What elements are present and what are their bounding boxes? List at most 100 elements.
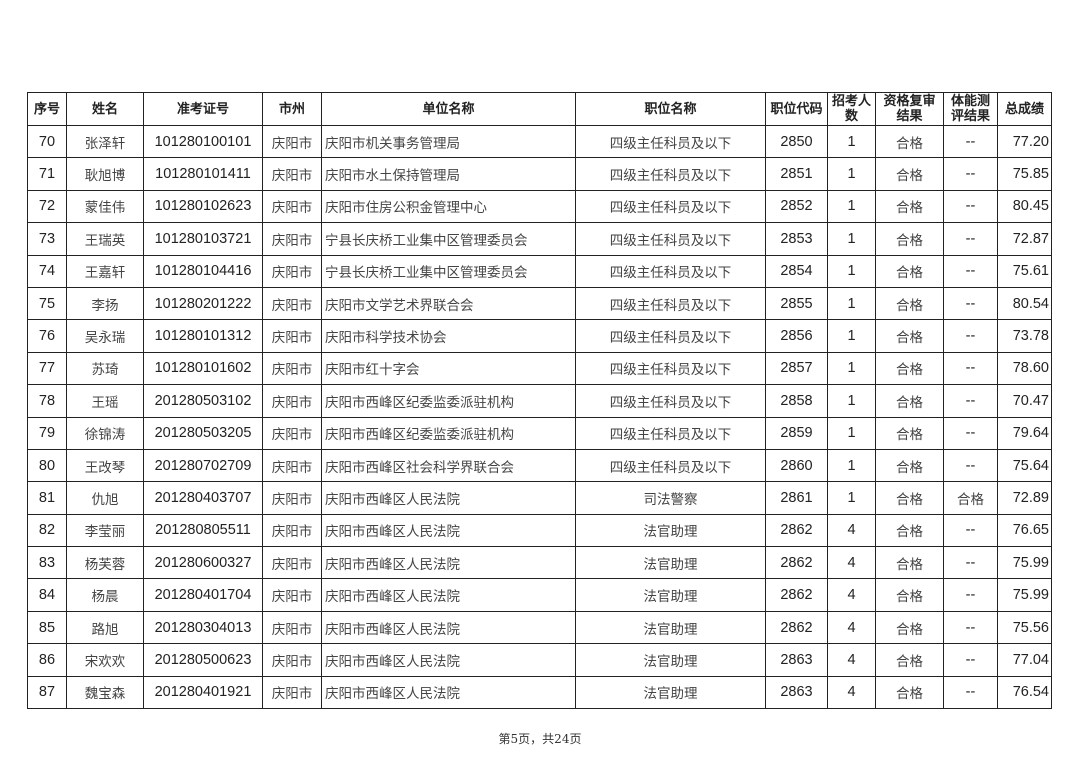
table-row: 79 徐锦涛 201280503205 庆阳市 庆阳市西峰区纪委监委派驻机构 四级主任科员… (27, 416, 1052, 450)
cell-fitness-test: -- (943, 124, 998, 159)
cell-fitness-test: -- (943, 416, 998, 450)
cell-name: 王嘉轩 (66, 254, 144, 288)
cell-fitness-test: -- (943, 254, 998, 288)
cell-position-name: 四级主任科员及以下 (575, 286, 766, 321)
cell-fitness-test: 合格 (943, 481, 998, 515)
cell-position-name: 法官助理 (575, 675, 766, 710)
cell-exam-id: 201280403707 (143, 481, 263, 515)
cell-qualification-review: 合格 (875, 513, 944, 548)
cell-seq: 78 (27, 384, 67, 418)
cell-total-score: 75.56 (997, 610, 1052, 645)
cell-quota: 1 (827, 416, 876, 450)
cell-fitness-test: -- (943, 222, 998, 256)
cell-exam-id: 101280102623 (143, 189, 263, 224)
cell-exam-id: 201280500623 (143, 643, 263, 677)
cell-qualification-review: 合格 (875, 675, 944, 710)
cell-seq: 72 (27, 189, 67, 224)
cell-exam-id: 101280101602 (143, 351, 263, 386)
cell-quota: 1 (827, 157, 876, 191)
cell-city: 庆阳市 (262, 351, 322, 386)
cell-name: 蒙佳伟 (66, 189, 144, 224)
cell-name: 仇旭 (66, 481, 144, 515)
cell-fitness-test: -- (943, 319, 998, 353)
cell-total-score: 79.64 (997, 416, 1052, 450)
table-row: 85 路旭 201280304013 庆阳市 庆阳市西峰区人民法院 法官助理 2862 4 合格… (27, 610, 1052, 645)
cell-name: 徐锦涛 (66, 416, 144, 450)
results-table: 序号 姓名 准考证号 市州 单位名称 职位名称 职位代码 招考人数 资格复审结果 体能测评结果 总成… (27, 92, 1052, 710)
cell-position-code: 2862 (765, 546, 828, 580)
cell-qualification-review: 合格 (875, 610, 944, 645)
cell-qualification-review: 合格 (875, 643, 944, 677)
cell-qualification-review: 合格 (875, 222, 944, 256)
cell-quota: 4 (827, 578, 876, 612)
cell-position-name: 四级主任科员及以下 (575, 189, 766, 224)
cell-city: 庆阳市 (262, 384, 322, 418)
cell-name: 张泽轩 (66, 124, 144, 159)
cell-position-code: 2856 (765, 319, 828, 353)
cell-qualification-review: 合格 (875, 157, 944, 191)
cell-quota: 1 (827, 254, 876, 288)
cell-unit-name: 庆阳市西峰区社会科学界联合会 (321, 448, 576, 483)
header-total-score: 总成绩 (997, 92, 1052, 126)
cell-qualification-review: 合格 (875, 319, 944, 353)
table-row: 72 蒙佳伟 101280102623 庆阳市 庆阳市住房公积金管理中心 四级主任科员及以… (27, 189, 1052, 224)
table-row: 71 耿旭博 101280101411 庆阳市 庆阳市水土保持管理局 四级主任科员及以下 2… (27, 157, 1052, 191)
cell-position-code: 2855 (765, 286, 828, 321)
table-row: 78 王瑶 201280503102 庆阳市 庆阳市西峰区纪委监委派驻机构 四级主任科员及… (27, 384, 1052, 418)
cell-seq: 79 (27, 416, 67, 450)
cell-qualification-review: 合格 (875, 448, 944, 483)
header-position-name: 职位名称 (575, 92, 766, 126)
cell-qualification-review: 合格 (875, 189, 944, 224)
cell-exam-id: 201280805511 (143, 513, 263, 548)
cell-exam-id: 201280503205 (143, 416, 263, 450)
cell-unit-name: 庆阳市住房公积金管理中心 (321, 189, 576, 224)
cell-qualification-review: 合格 (875, 286, 944, 321)
cell-fitness-test: -- (943, 384, 998, 418)
cell-seq: 81 (27, 481, 67, 515)
cell-seq: 80 (27, 448, 67, 483)
header-fitness-test: 体能测评结果 (943, 92, 998, 126)
cell-exam-id: 201280304013 (143, 610, 263, 645)
cell-total-score: 75.99 (997, 546, 1052, 580)
cell-seq: 86 (27, 643, 67, 677)
cell-fitness-test: -- (943, 675, 998, 710)
cell-seq: 74 (27, 254, 67, 288)
cell-name: 杨芙蓉 (66, 546, 144, 580)
cell-qualification-review: 合格 (875, 416, 944, 450)
cell-unit-name: 宁县长庆桥工业集中区管理委员会 (321, 222, 576, 256)
cell-unit-name: 庆阳市红十字会 (321, 351, 576, 386)
cell-total-score: 75.85 (997, 157, 1052, 191)
cell-quota: 1 (827, 351, 876, 386)
cell-total-score: 75.99 (997, 578, 1052, 612)
cell-quota: 4 (827, 513, 876, 548)
cell-unit-name: 庆阳市水土保持管理局 (321, 157, 576, 191)
header-position-code: 职位代码 (765, 92, 828, 126)
cell-seq: 85 (27, 610, 67, 645)
cell-name: 吴永瑞 (66, 319, 144, 353)
table-row: 80 王改琴 201280702709 庆阳市 庆阳市西峰区社会科学界联合会 四级主任科员… (27, 448, 1052, 483)
cell-position-name: 四级主任科员及以下 (575, 222, 766, 256)
cell-name: 耿旭博 (66, 157, 144, 191)
cell-exam-id: 201280503102 (143, 384, 263, 418)
cell-qualification-review: 合格 (875, 481, 944, 515)
header-unit-name: 单位名称 (321, 92, 576, 126)
cell-position-name: 法官助理 (575, 578, 766, 612)
cell-quota: 4 (827, 675, 876, 710)
cell-quota: 1 (827, 124, 876, 159)
cell-city: 庆阳市 (262, 319, 322, 353)
cell-exam-id: 201280702709 (143, 448, 263, 483)
cell-exam-id: 201280600327 (143, 546, 263, 580)
header-qualification-review: 资格复审结果 (875, 92, 944, 126)
cell-total-score: 75.61 (997, 254, 1052, 288)
cell-name: 杨晨 (66, 578, 144, 612)
cell-exam-id: 101280101312 (143, 319, 263, 353)
cell-city: 庆阳市 (262, 578, 322, 612)
cell-unit-name: 庆阳市西峰区人民法院 (321, 675, 576, 710)
cell-city: 庆阳市 (262, 189, 322, 224)
cell-city: 庆阳市 (262, 416, 322, 450)
table-row: 75 李扬 101280201222 庆阳市 庆阳市文学艺术界联合会 四级主任科员及以下 2… (27, 286, 1052, 321)
table-header-row: 序号 姓名 准考证号 市州 单位名称 职位名称 职位代码 招考人数 资格复审结果 体能测评结果 总成… (27, 92, 1052, 126)
cell-position-code: 2860 (765, 448, 828, 483)
cell-quota: 1 (827, 384, 876, 418)
cell-quota: 1 (827, 448, 876, 483)
